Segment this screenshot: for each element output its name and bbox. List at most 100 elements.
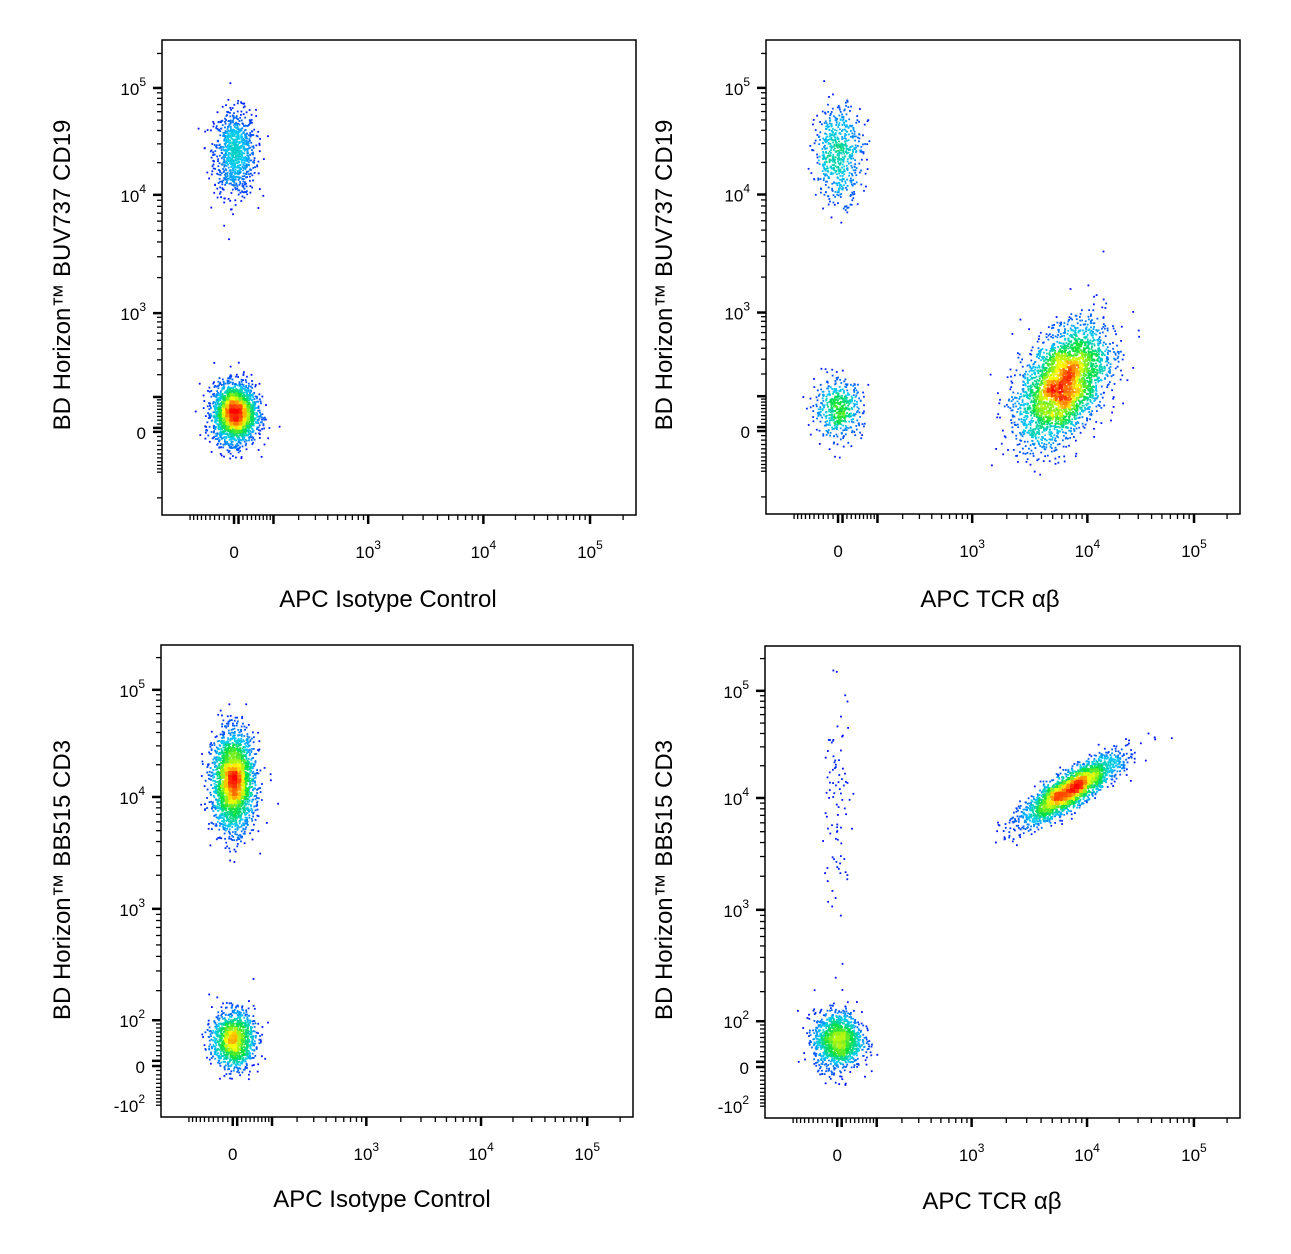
event-dot [824,169,827,172]
event-dot [821,154,824,157]
event-dot [217,387,220,390]
event-dot [817,408,820,411]
event-dot [814,193,817,196]
event-dot [1019,393,1022,395]
event-dot [1052,343,1055,345]
event-dot [1114,353,1117,356]
event-dot [248,439,250,442]
event-dot [1090,330,1093,332]
event-dot [839,427,842,430]
event-dot [839,187,841,189]
tick-base: 10 [1075,542,1094,561]
event-dot [1120,340,1122,342]
event-dot [825,122,828,125]
event-dot [242,142,244,144]
event-dot [852,149,854,152]
event-dot [213,416,215,419]
event-dot [243,142,246,144]
event-dot [835,121,838,124]
event-dot [1039,331,1042,334]
event-dot [1028,364,1031,367]
event-dot [225,150,227,153]
event-dot [248,124,250,126]
event-dot [248,385,250,387]
event-dot [1088,328,1091,331]
event-dot [219,134,222,137]
event-dot [199,434,202,436]
event-dot [816,114,818,117]
event-dot [224,152,227,155]
event-dot [1071,423,1073,425]
event-dot [1020,433,1023,436]
event-dot [226,432,229,435]
event-dot [1064,431,1067,434]
event-dot [232,426,235,429]
event-dot [1077,422,1080,424]
event-dot [1024,376,1026,379]
event-dot [233,414,236,417]
event-dot [1038,335,1041,338]
event-dot [210,156,213,159]
event-dot [235,394,238,397]
event-dot [241,122,244,125]
event-dot [243,389,246,391]
event-dot [999,416,1001,419]
event-dot [225,404,227,407]
event-dot [245,173,248,175]
event-dot [238,423,240,426]
event-dot [1090,414,1093,416]
event-dot [215,404,218,407]
event-dot [845,428,847,431]
event-dot [1112,397,1115,400]
event-dot [231,420,233,422]
event-dot [824,139,826,142]
event-dot [1037,347,1040,350]
event-dot [210,149,213,152]
event-dot [250,373,253,376]
event-dot [219,417,222,420]
event-dot [844,205,846,208]
event-dot [838,390,841,392]
event-dot [252,396,255,399]
event-dot [214,426,217,428]
event-dot [215,125,218,127]
event-dot [230,431,233,434]
event-dot [1089,322,1092,324]
event-dot [221,124,224,127]
event-dot [1114,330,1117,333]
event-dot [238,419,241,422]
event-dot [829,200,831,203]
tick-base: 10 [577,543,596,562]
event-dot [1013,423,1016,426]
event-dot [1052,346,1054,349]
event-dot [246,137,249,140]
event-dot [238,135,240,138]
event-dot [1058,324,1061,327]
event-dot [846,160,849,163]
event-dot [249,434,252,437]
event-dot [240,401,243,404]
event-dot [252,402,255,404]
event-dot [819,121,821,123]
event-dot [235,445,238,448]
event-dot [1102,250,1105,253]
event-dot [224,156,227,158]
event-dot [1046,439,1048,442]
event-dot [222,395,225,398]
event-dot [841,180,844,183]
event-dot [854,403,856,405]
event-dot [256,421,259,423]
event-dot [842,118,845,121]
event-dot [243,428,245,431]
event-dot [810,172,813,174]
event-dot [246,434,249,437]
event-dot [230,434,233,436]
event-dot [1087,406,1090,409]
event-dot [840,185,843,188]
event-dot [219,146,222,149]
event-dot [1009,407,1012,409]
event-dot [229,405,231,408]
event-dot [235,127,238,130]
event-dot [224,413,227,416]
event-dot [229,176,232,179]
